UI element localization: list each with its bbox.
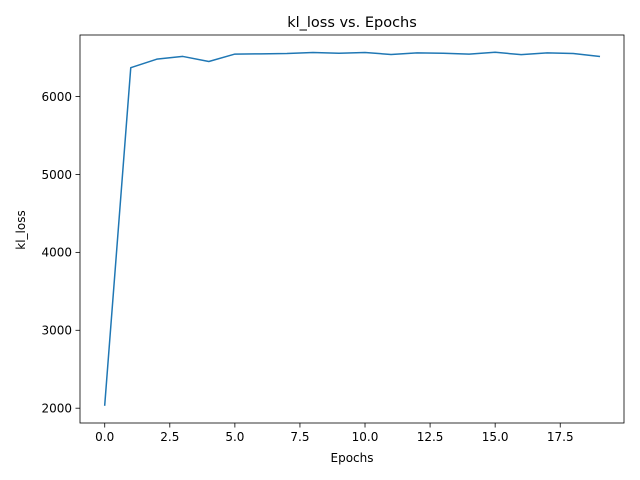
- data-point: [572, 52, 574, 54]
- data-point: [442, 52, 444, 54]
- x-tick-label: 10.0: [352, 430, 379, 444]
- data-point: [260, 53, 262, 55]
- data-point: [598, 55, 600, 57]
- x-axis-label: Epochs: [331, 451, 374, 465]
- data-point: [364, 52, 366, 54]
- y-tick-label: 2000: [41, 401, 72, 415]
- y-tick-label: 4000: [41, 246, 72, 260]
- data-point: [156, 58, 158, 60]
- y-tick-label: 5000: [41, 168, 72, 182]
- x-tick-label: 5.0: [225, 430, 244, 444]
- data-point: [468, 53, 470, 55]
- data-point: [234, 53, 236, 55]
- x-tick-label: 15.0: [482, 430, 509, 444]
- data-point: [286, 53, 288, 55]
- y-tick-label: 6000: [41, 90, 72, 104]
- axes-frame: [79, 34, 625, 424]
- axes: 0.0 2.5 5.0 7.5 10.0 12.5 15.0 17.5 2000 3000 4000…: [41, 34, 625, 444]
- y-tick-label: 3000: [41, 324, 72, 338]
- series-line-0: [103, 51, 601, 406]
- data-point: [546, 52, 548, 54]
- y-axis-label: kl_loss: [14, 210, 28, 249]
- data-point: [390, 53, 392, 55]
- data-point: [416, 52, 418, 54]
- data-point: [104, 404, 106, 406]
- data-point: [208, 60, 210, 62]
- x-tick-label: 17.5: [547, 430, 574, 444]
- data-point: [312, 52, 314, 54]
- data-point: [130, 67, 132, 69]
- data-point: [520, 54, 522, 56]
- data-point: [494, 51, 496, 53]
- data-point: [182, 55, 184, 57]
- x-tick-label: 2.5: [160, 430, 179, 444]
- x-tick-label: 7.5: [290, 430, 309, 444]
- chart-title: kl_loss vs. Epochs: [287, 15, 417, 31]
- plot-area: [103, 51, 601, 406]
- x-tick-label: 0.0: [95, 430, 114, 444]
- data-point: [338, 52, 340, 54]
- x-tick-label: 12.5: [417, 430, 444, 444]
